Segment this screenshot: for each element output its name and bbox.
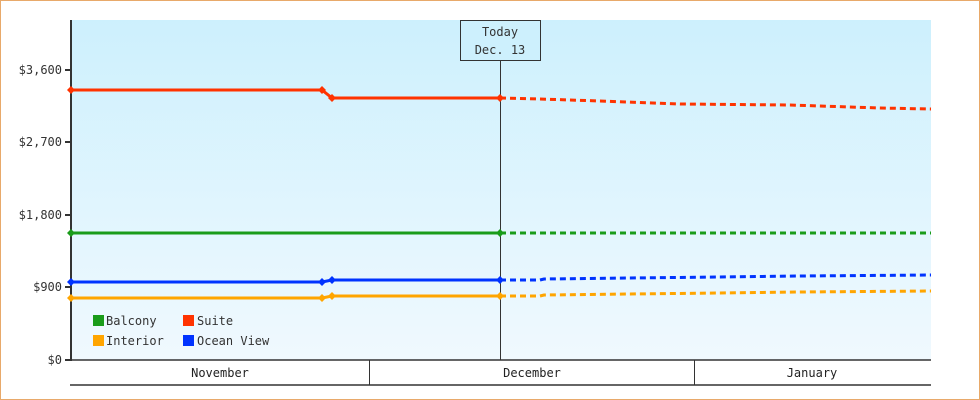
legend-item-suite[interactable]: Suite — [183, 314, 233, 328]
y-tick-label: $1,800 — [19, 208, 62, 222]
x-month-label: November — [191, 366, 249, 380]
legend-label: Ocean View — [197, 334, 270, 348]
legend-swatch-icon — [183, 335, 194, 346]
legend-swatch-icon — [93, 315, 104, 326]
legend-swatch-icon — [183, 315, 194, 326]
y-tick-label: $3,600 — [19, 63, 62, 77]
today-box — [460, 20, 541, 61]
series-interior — [67, 289, 932, 302]
today-label: Today — [482, 25, 518, 39]
series-balcony — [67, 229, 931, 237]
legend-label: Suite — [197, 314, 233, 328]
legend-label: Interior — [106, 334, 164, 348]
legend: Balcony Suite Interior Ocean View — [93, 314, 270, 348]
y-ticks — [65, 69, 71, 361]
y-tick-label: $2,700 — [19, 135, 62, 149]
legend-item-balcony[interactable]: Balcony — [93, 314, 157, 328]
legend-item-interior[interactable]: Interior — [93, 334, 164, 348]
x-month-label: January — [787, 366, 838, 380]
x-month-label: December — [503, 366, 561, 380]
today-date: Dec. 13 — [475, 43, 526, 57]
legend-label: Balcony — [106, 314, 157, 328]
legend-swatch-icon — [93, 335, 104, 346]
series-ocean-view — [67, 273, 932, 286]
legend-item-ocean-view[interactable]: Ocean View — [183, 334, 270, 348]
y-tick-label: $900 — [33, 280, 62, 294]
y-tick-label: $0 — [48, 353, 62, 367]
series-suite — [67, 86, 932, 111]
